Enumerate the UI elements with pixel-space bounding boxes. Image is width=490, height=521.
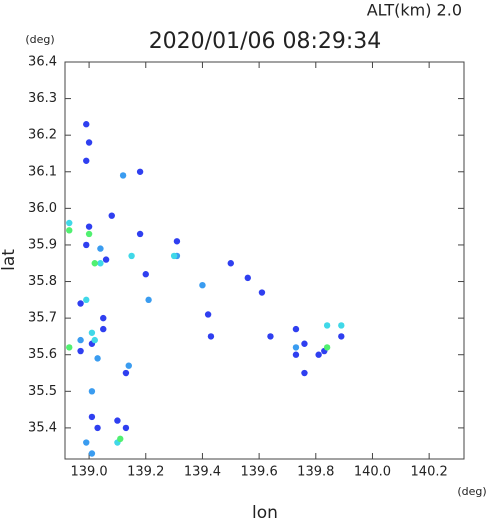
- echo-point: [244, 274, 251, 282]
- echo-point: [292, 344, 300, 351]
- y-axis-label: lat: [0, 249, 19, 271]
- y-tick-label: 36.3: [28, 91, 57, 106]
- echo-point: [301, 369, 308, 377]
- echo-point: [97, 245, 104, 252]
- echo-point: [258, 289, 266, 296]
- y-tick-label: 35.8: [28, 274, 57, 289]
- y-tick-label: 35.4: [28, 420, 57, 435]
- echo-point: [119, 172, 127, 179]
- echo-point: [199, 281, 206, 289]
- echo-point: [315, 351, 322, 358]
- echo-point: [100, 314, 107, 322]
- echo-point: [173, 238, 181, 245]
- echo-point: [136, 168, 144, 175]
- echo-point: [88, 329, 96, 336]
- echo-point: [122, 369, 130, 377]
- echo-point: [292, 351, 300, 358]
- echo-point: [142, 271, 149, 278]
- echo-point: [227, 260, 234, 267]
- plot-frame: [64, 61, 465, 460]
- echo-point: [83, 157, 90, 164]
- echo-point: [207, 333, 215, 340]
- echo-point: [66, 219, 73, 227]
- echo-point: [114, 417, 121, 424]
- chart-title: 2020/01/06 08:29:34: [149, 29, 382, 54]
- x-tick-label: 140.0: [354, 465, 391, 480]
- echo-point: [145, 296, 152, 304]
- chart-subtitle: ALT(km) 2.0: [367, 1, 462, 20]
- echo-point: [125, 362, 132, 369]
- echo-point: [91, 260, 98, 267]
- echo-point: [323, 322, 331, 329]
- y-unit: (deg): [25, 33, 54, 46]
- echo-point: [91, 336, 98, 344]
- echo-point: [94, 424, 101, 432]
- y-tick-label: 35.7: [28, 311, 57, 326]
- echo-point: [100, 325, 107, 333]
- x-tick-label: 139.4: [184, 465, 221, 480]
- echo-point: [136, 230, 144, 238]
- x-tick-label: 139.8: [297, 465, 334, 480]
- x-tick-label: 139.2: [127, 465, 164, 480]
- echo-point: [170, 252, 178, 260]
- y-tick-label: 36.2: [28, 128, 57, 143]
- echo-point: [128, 252, 135, 260]
- echo-point: [323, 344, 331, 351]
- echo-point: [122, 424, 130, 432]
- x-axis-label: lon: [252, 503, 278, 521]
- echo-point: [83, 241, 90, 249]
- echo-point: [77, 300, 84, 307]
- echo-point: [108, 212, 115, 219]
- echo-point: [338, 322, 345, 329]
- echo-point: [301, 340, 308, 347]
- echo-point: [77, 336, 84, 344]
- echo-point: [85, 223, 93, 230]
- y-tick-label: 36.0: [28, 201, 57, 216]
- echo-point: [338, 333, 345, 340]
- x-tick-label: 140.2: [411, 465, 448, 480]
- echo-point: [85, 230, 93, 238]
- echo-point: [267, 333, 274, 340]
- echo-point: [94, 355, 101, 362]
- y-tick-label: 35.6: [28, 347, 57, 362]
- y-tick-label: 36.4: [28, 55, 57, 70]
- echo-point: [77, 347, 84, 355]
- y-tick-label: 35.9: [28, 237, 57, 252]
- echo-point: [85, 139, 93, 146]
- echo-point: [102, 256, 110, 263]
- echo-point: [88, 413, 96, 421]
- echo-point: [83, 439, 90, 446]
- x-tick-label: 139.6: [241, 465, 278, 480]
- echo-point: [83, 121, 90, 128]
- echo-point: [97, 260, 104, 267]
- y-tick-label: 36.1: [28, 164, 57, 179]
- echo-point: [117, 435, 124, 443]
- echo-point: [66, 227, 73, 234]
- echo-point: [88, 450, 96, 457]
- echo-point: [66, 344, 73, 351]
- x-unit: (deg): [457, 485, 486, 498]
- echo-point: [83, 296, 90, 304]
- echo-point: [292, 325, 300, 333]
- echo-point: [88, 388, 96, 395]
- y-tick-label: 35.5: [28, 384, 57, 399]
- x-tick-label: 139.0: [70, 465, 107, 480]
- echo-point: [204, 311, 212, 318]
